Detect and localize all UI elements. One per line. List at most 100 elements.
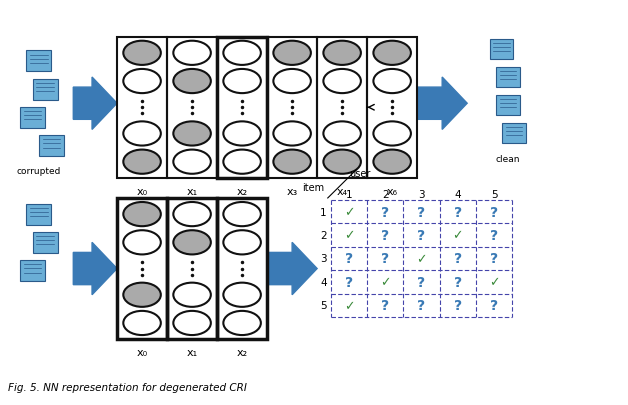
Text: user: user xyxy=(349,168,371,178)
Text: ✓: ✓ xyxy=(344,206,354,219)
Circle shape xyxy=(123,231,161,255)
Text: x₃: x₃ xyxy=(286,186,298,196)
Text: ?: ? xyxy=(490,205,498,219)
Circle shape xyxy=(374,122,411,146)
Text: ?: ? xyxy=(418,205,426,219)
Circle shape xyxy=(123,311,161,335)
Text: 5: 5 xyxy=(490,190,497,199)
Text: ?: ? xyxy=(454,275,462,289)
Text: 4: 4 xyxy=(455,190,461,199)
Circle shape xyxy=(123,283,161,307)
Text: corrupted: corrupted xyxy=(17,166,61,175)
Circle shape xyxy=(224,122,261,146)
Text: ?: ? xyxy=(345,275,353,289)
FancyBboxPatch shape xyxy=(26,204,51,225)
Text: x₀: x₀ xyxy=(136,186,148,196)
Text: ✓: ✓ xyxy=(344,299,354,312)
Text: 1: 1 xyxy=(345,190,352,199)
FancyBboxPatch shape xyxy=(33,79,58,100)
Text: 5: 5 xyxy=(320,301,327,311)
Circle shape xyxy=(224,283,261,307)
Circle shape xyxy=(273,150,311,174)
Circle shape xyxy=(123,122,161,146)
Text: ✓: ✓ xyxy=(344,229,354,242)
Circle shape xyxy=(224,150,261,174)
FancyArrow shape xyxy=(417,78,467,130)
Circle shape xyxy=(323,122,361,146)
Text: ?: ? xyxy=(381,298,389,312)
Text: x₆: x₆ xyxy=(387,186,398,196)
FancyBboxPatch shape xyxy=(496,68,520,88)
FancyArrow shape xyxy=(73,243,117,295)
Text: ?: ? xyxy=(381,205,389,219)
Text: x₂: x₂ xyxy=(237,186,247,196)
Text: 3: 3 xyxy=(418,190,425,199)
Text: x₄: x₄ xyxy=(337,186,348,196)
Text: ?: ? xyxy=(490,298,498,312)
FancyBboxPatch shape xyxy=(20,260,45,281)
Text: ?: ? xyxy=(381,252,389,266)
Circle shape xyxy=(273,70,311,94)
Text: ?: ? xyxy=(418,228,426,243)
Text: 2: 2 xyxy=(320,230,327,241)
Text: ✓: ✓ xyxy=(380,276,391,289)
FancyBboxPatch shape xyxy=(33,232,58,253)
FancyArrow shape xyxy=(73,78,117,130)
Text: ?: ? xyxy=(381,228,389,243)
Text: x₂: x₂ xyxy=(237,347,247,357)
Text: ?: ? xyxy=(454,252,462,266)
Text: ?: ? xyxy=(418,275,426,289)
Circle shape xyxy=(224,311,261,335)
Text: 4: 4 xyxy=(320,277,327,287)
Text: ?: ? xyxy=(490,252,498,266)
Circle shape xyxy=(374,150,411,174)
Circle shape xyxy=(224,202,261,227)
FancyBboxPatch shape xyxy=(20,108,45,128)
Text: 2: 2 xyxy=(382,190,389,199)
Text: ?: ? xyxy=(454,205,462,219)
Text: item: item xyxy=(303,183,325,192)
Circle shape xyxy=(323,42,361,66)
FancyBboxPatch shape xyxy=(490,40,514,60)
Text: 1: 1 xyxy=(320,207,327,217)
Circle shape xyxy=(273,42,311,66)
Text: clean: clean xyxy=(495,154,520,163)
Circle shape xyxy=(123,150,161,174)
Circle shape xyxy=(224,231,261,255)
Text: x₀: x₀ xyxy=(136,347,148,357)
Text: Fig. 5. NN representation for degenerated CRI: Fig. 5. NN representation for degenerate… xyxy=(8,382,247,392)
Circle shape xyxy=(224,42,261,66)
Text: ?: ? xyxy=(490,228,498,243)
Circle shape xyxy=(374,42,411,66)
Circle shape xyxy=(173,231,211,255)
Circle shape xyxy=(173,202,211,227)
Text: x₁: x₁ xyxy=(187,186,198,196)
Circle shape xyxy=(123,202,161,227)
FancyBboxPatch shape xyxy=(496,96,520,116)
Text: ✓: ✓ xyxy=(416,252,427,265)
Circle shape xyxy=(273,122,311,146)
Circle shape xyxy=(123,70,161,94)
Circle shape xyxy=(323,150,361,174)
Circle shape xyxy=(224,70,261,94)
Circle shape xyxy=(173,122,211,146)
FancyBboxPatch shape xyxy=(502,124,526,144)
Text: ?: ? xyxy=(345,252,353,266)
Circle shape xyxy=(173,70,211,94)
Circle shape xyxy=(173,42,211,66)
Circle shape xyxy=(173,283,211,307)
Text: ✓: ✓ xyxy=(453,229,463,242)
Text: x₁: x₁ xyxy=(187,347,198,357)
Circle shape xyxy=(323,70,361,94)
Text: 3: 3 xyxy=(320,254,327,264)
Circle shape xyxy=(123,42,161,66)
FancyBboxPatch shape xyxy=(26,51,51,72)
Text: ?: ? xyxy=(454,298,462,312)
Text: ✓: ✓ xyxy=(489,276,499,289)
FancyArrow shape xyxy=(267,243,317,295)
Circle shape xyxy=(173,150,211,174)
FancyBboxPatch shape xyxy=(39,136,64,157)
Text: ?: ? xyxy=(418,298,426,312)
Circle shape xyxy=(173,311,211,335)
Circle shape xyxy=(374,70,411,94)
